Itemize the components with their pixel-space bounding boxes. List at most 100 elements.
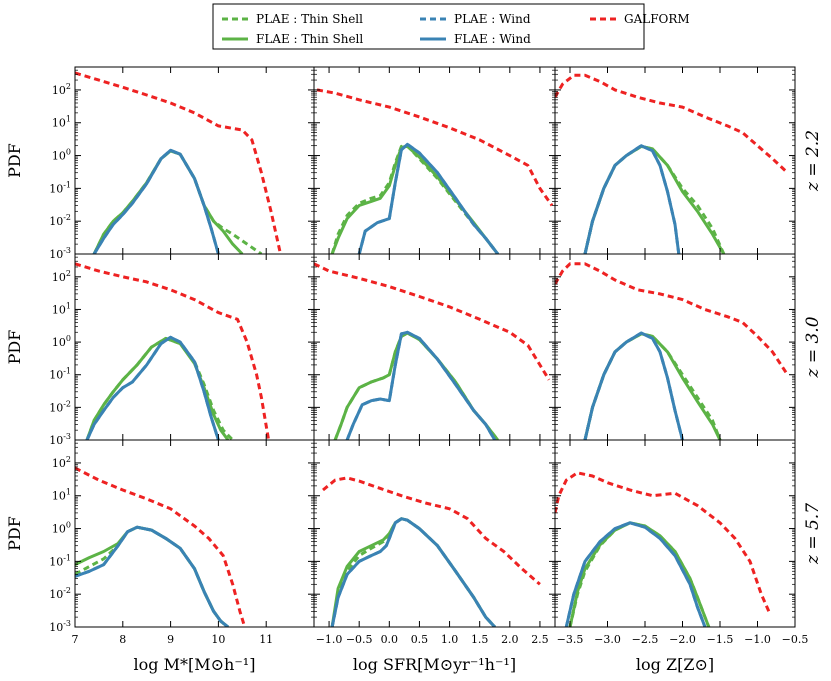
- series-line-flae-thin-shell: [85, 336, 230, 440]
- series-line-galform: [555, 262, 789, 376]
- panel-r1-c2: [554, 253, 796, 441]
- x-axis-label: log Z[Z⊙]: [636, 655, 714, 674]
- series-line-galform: [316, 88, 554, 207]
- y-tick-label: 102: [52, 269, 71, 284]
- series-line-plae-wind: [85, 335, 220, 440]
- x-tick-label: −2.5: [632, 633, 659, 646]
- series-line-flae-wind: [92, 148, 220, 254]
- series-line-flae-wind: [583, 144, 681, 254]
- series-line-galform: [75, 466, 247, 627]
- series-line-galform: [322, 476, 541, 586]
- series-line-plae-thin-shell: [85, 336, 234, 440]
- redshift-label: z = 2.2: [803, 130, 823, 192]
- x-tick-label: −2.0: [669, 633, 696, 646]
- series-line-galform: [314, 262, 551, 381]
- series-line-flae-wind: [75, 525, 229, 627]
- x-tick-label: −1.5: [707, 633, 734, 646]
- y-tick-label: 10-2: [49, 213, 71, 228]
- series-line-flae-thin-shell: [92, 149, 244, 254]
- series-line-flae-thin-shell: [330, 144, 499, 254]
- series-line-plae-thin-shell: [330, 517, 496, 627]
- y-tick-label: 100: [52, 148, 71, 163]
- y-tick-label: 10-2: [49, 399, 71, 414]
- panel-r0-c0: [74, 66, 315, 255]
- panel-grid: [74, 66, 796, 628]
- series-line-galform: [75, 262, 271, 440]
- y-tick-label: 10-3: [49, 432, 71, 447]
- panel-frame: [313, 439, 556, 628]
- series-line-plae-thin-shell: [330, 144, 499, 254]
- x-tick-label: 9: [167, 633, 174, 646]
- series-line-flae-thin-shell: [330, 517, 496, 627]
- series-line-flae-thin-shell: [75, 525, 229, 627]
- y-axis-label: PDF: [5, 516, 24, 551]
- y-tick-label: 10-3: [49, 246, 71, 261]
- series-line-plae-thin-shell: [583, 332, 722, 440]
- series-line-plae-thin-shell: [75, 525, 229, 627]
- x-tick-label: 0.5: [411, 633, 429, 646]
- y-tick-label: 100: [52, 334, 71, 349]
- x-tick-label: 0.0: [381, 633, 399, 646]
- series-line-plae-thin-shell: [92, 149, 263, 254]
- series-line-plae-wind: [75, 525, 229, 627]
- panel-r2-c1: [313, 439, 556, 628]
- panel-r1-c1: [313, 253, 556, 441]
- panel-frame: [74, 253, 315, 441]
- x-tick-label: 2.5: [531, 633, 549, 646]
- x-tick-label: −3.5: [557, 633, 584, 646]
- x-tick-label: −0.5: [782, 633, 809, 646]
- series-line-flae-thin-shell: [583, 332, 722, 440]
- x-axis-label: log M*[M⊙h⁻¹]: [134, 655, 256, 674]
- series-line-galform: [555, 471, 771, 612]
- x-tick-label: 8: [119, 633, 126, 646]
- panel-frame: [313, 253, 556, 441]
- y-tick-label: 10-1: [49, 180, 71, 195]
- series-line-flae-wind: [85, 335, 220, 440]
- y-tick-label: 102: [52, 455, 71, 470]
- legend-label: FLAE : Wind: [454, 32, 531, 46]
- x-tick-label: 10: [211, 633, 225, 646]
- x-tick-label: 1.5: [471, 633, 489, 646]
- x-tick-label: 7: [72, 633, 79, 646]
- panel-r0-c1: [313, 66, 556, 255]
- series-line-galform: [75, 71, 282, 254]
- legend-label: PLAE : Wind: [454, 12, 531, 26]
- series-line-plae-thin-shell: [583, 144, 726, 254]
- redshift-label: z = 5.7: [803, 503, 823, 565]
- series-line-flae-thin-shell: [583, 144, 726, 254]
- y-tick-label: 100: [52, 521, 71, 536]
- series-line-plae-wind: [330, 517, 496, 627]
- y-tick-label: 101: [52, 488, 71, 503]
- panel-r2-c0: [74, 439, 315, 628]
- panel-r1-c0: [74, 253, 315, 441]
- x-axis-label: log SFR[M⊙yr⁻¹h⁻¹]: [353, 655, 516, 674]
- series-line-flae-wind: [564, 521, 707, 627]
- legend-label: PLAE : Thin Shell: [256, 12, 363, 26]
- series-line-flae-wind: [330, 517, 496, 627]
- y-tick-label: 101: [52, 301, 71, 316]
- legend-label: GALFORM: [624, 12, 690, 26]
- redshift-label: z = 3.0: [803, 316, 823, 378]
- x-tick-label: −1.0: [744, 633, 771, 646]
- panel-r0-c2: [554, 66, 796, 255]
- legend-label: FLAE : Thin Shell: [256, 32, 363, 46]
- legend: PLAE : Thin Shell FLAE : Thin Shell PLAE :…: [212, 3, 690, 50]
- y-tick-label: 10-1: [49, 553, 71, 568]
- y-axis-label: PDF: [5, 330, 24, 365]
- legend-box: [212, 3, 645, 50]
- x-tick-label: 11: [259, 633, 273, 646]
- x-tick-label: 1.0: [441, 633, 459, 646]
- series-line-flae-thin-shell: [568, 521, 711, 627]
- panel-frame: [74, 439, 315, 628]
- series-line-flae-thin-shell: [333, 331, 499, 440]
- axis-labels: 10-310-210-110010110210-310-210-11001011…: [5, 82, 823, 674]
- x-tick-label: −0.5: [346, 633, 373, 646]
- series-line-flae-wind: [345, 330, 497, 440]
- panel-frame: [554, 439, 796, 628]
- panel-r2-c2: [554, 439, 796, 628]
- series-line-flae-wind: [357, 142, 499, 254]
- y-tick-label: 10-2: [49, 586, 71, 601]
- y-tick-label: 101: [52, 115, 71, 130]
- y-axis-label: PDF: [5, 143, 24, 178]
